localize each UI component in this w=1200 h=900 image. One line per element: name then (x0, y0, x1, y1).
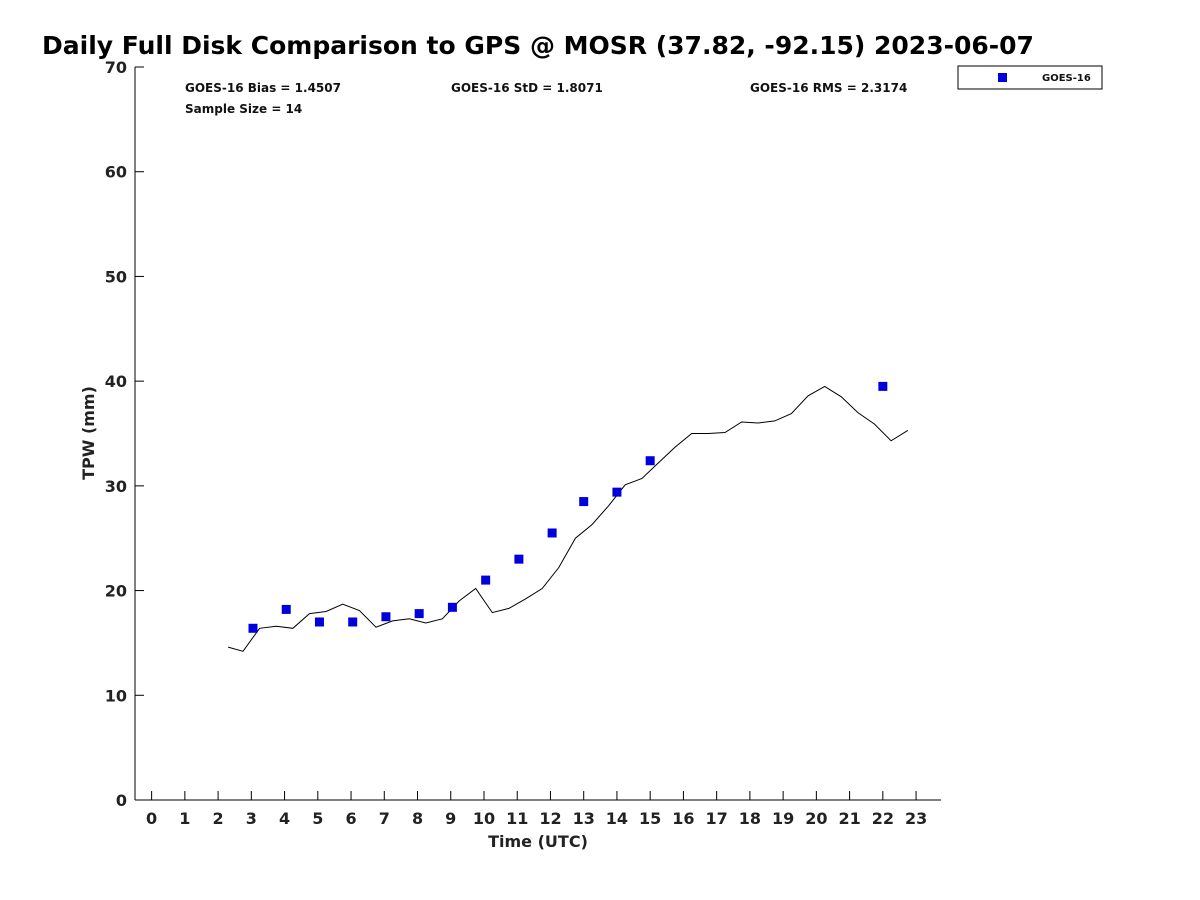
data-point-goes16 (481, 575, 491, 585)
y-tick-label: 10 (105, 686, 127, 705)
x-tick-label: 2 (213, 809, 224, 828)
y-ticks: 0 10 20 30 40 50 60 70 (105, 58, 144, 810)
data-point-goes16 (878, 381, 888, 391)
legend-marker-square (998, 73, 1007, 82)
x-tick-label: 11 (506, 809, 528, 828)
data-point-goes16 (579, 497, 589, 507)
x-tick-label: 14 (606, 809, 628, 828)
x-tick-label: 10 (473, 809, 495, 828)
stat-bias: GOES-16 Bias = 1.4507 (185, 81, 341, 95)
x-tick-label: 17 (706, 809, 728, 828)
x-tick-label: 20 (805, 809, 827, 828)
legend-box (957, 65, 1103, 90)
x-tick-label: 16 (672, 809, 694, 828)
stat-rms: GOES-16 RMS = 2.3174 (750, 81, 907, 95)
x-tick-label: 23 (905, 809, 927, 828)
x-tick-label: 0 (146, 809, 157, 828)
x-tick-label: 6 (345, 809, 356, 828)
stat-sample-size: Sample Size = 14 (185, 102, 302, 116)
y-tick-label: 50 (105, 267, 127, 286)
y-tick-label: 20 (105, 582, 127, 601)
y-tick-label: 30 (105, 477, 127, 496)
x-tick-label: 1 (179, 809, 190, 828)
data-point-goes16 (514, 554, 524, 564)
x-tick-label: 15 (639, 809, 661, 828)
chart-title: Daily Full Disk Comparison to GPS @ MOSR… (42, 31, 1034, 60)
x-tick-label: 7 (379, 809, 390, 828)
series-line-gps (227, 385, 909, 652)
data-point-goes16 (645, 456, 655, 466)
x-tick-label: 3 (246, 809, 257, 828)
data-point-goes16 (248, 623, 258, 633)
y-tick-label: 70 (105, 58, 127, 77)
x-tick-label: 5 (312, 809, 323, 828)
data-point-goes16 (381, 612, 391, 622)
data-point-goes16 (414, 609, 424, 619)
y-axis-label: TPW (mm) (79, 386, 98, 480)
stat-std: GOES-16 StD = 1.8071 (451, 81, 603, 95)
x-tick-label: 22 (872, 809, 894, 828)
x-tick-label: 9 (445, 809, 456, 828)
data-point-goes16 (447, 602, 457, 612)
x-axis-label: Time (UTC) (488, 832, 588, 851)
x-tick-label: 13 (573, 809, 595, 828)
x-tick-label: 18 (739, 809, 761, 828)
legend: GOES-16 (957, 65, 1103, 90)
y-tick-label: 60 (105, 163, 127, 182)
data-point-goes16 (314, 617, 324, 627)
x-tick-label: 19 (772, 809, 794, 828)
x-tick-label: 21 (838, 809, 860, 828)
data-point-goes16 (547, 528, 557, 538)
y-tick-label: 0 (116, 791, 127, 810)
plot-axes (134, 67, 941, 801)
x-tick-label: 8 (412, 809, 423, 828)
data-point-goes16 (281, 604, 291, 614)
data-point-goes16 (612, 487, 622, 497)
legend-label: GOES-16 (1042, 73, 1091, 84)
x-ticks: 0 1 2 3 4 5 6 7 8 9 10 11 12 13 14 15 16 17 18 19 20 21 22 23 (146, 791, 927, 828)
data-point-goes16 (348, 617, 358, 627)
y-tick-label: 40 (105, 372, 127, 391)
series-goes16-markers (248, 381, 888, 633)
x-tick-label: 12 (539, 809, 561, 828)
x-tick-label: 4 (279, 809, 290, 828)
